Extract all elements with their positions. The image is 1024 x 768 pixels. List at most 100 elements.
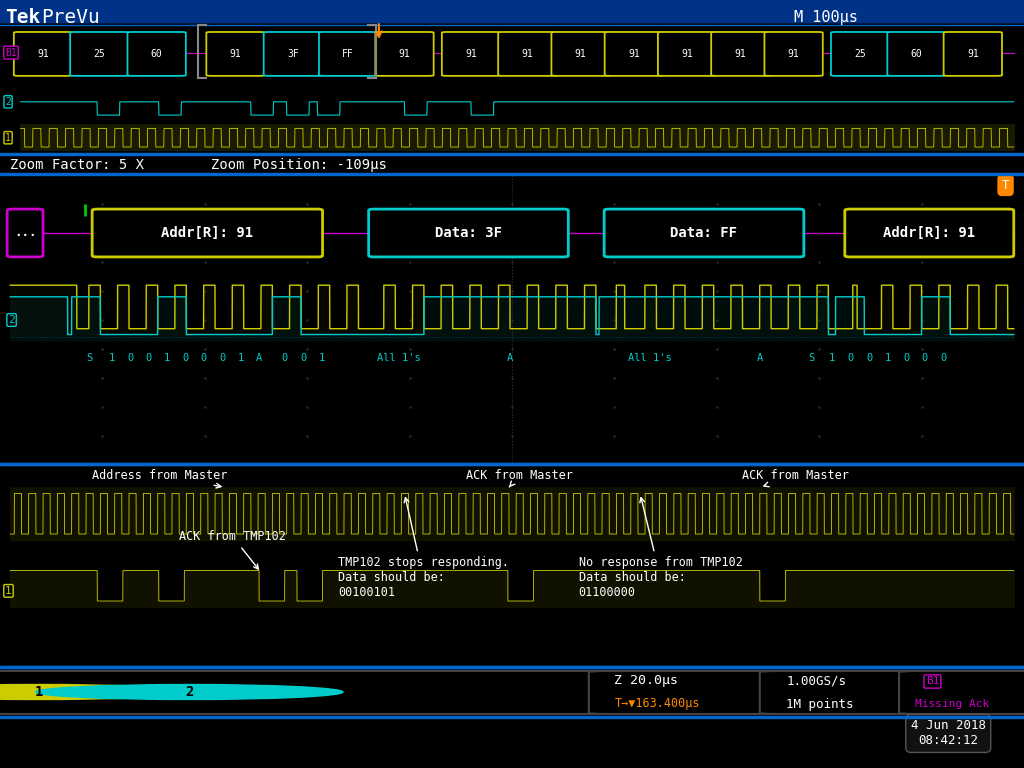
Text: T→▼163.400µs: T→▼163.400µs [614, 697, 699, 710]
FancyBboxPatch shape [0, 671, 614, 714]
FancyBboxPatch shape [887, 32, 946, 76]
Text: 91: 91 [574, 49, 587, 59]
Text: 1M points: 1M points [786, 698, 854, 711]
Text: 1: 1 [164, 353, 170, 362]
Text: All 1's: All 1's [629, 353, 672, 362]
FancyBboxPatch shape [845, 209, 1014, 257]
Text: ACK from Master: ACK from Master [466, 469, 572, 487]
Text: 25: 25 [93, 49, 105, 59]
FancyBboxPatch shape [711, 32, 770, 76]
Text: 0: 0 [940, 353, 946, 362]
Text: ACK from TMP102: ACK from TMP102 [179, 530, 286, 569]
Text: Z 20.0µs: Z 20.0µs [614, 674, 678, 687]
Text: 0: 0 [182, 353, 188, 362]
Text: 1: 1 [238, 353, 244, 362]
FancyBboxPatch shape [14, 32, 72, 76]
FancyBboxPatch shape [442, 32, 500, 76]
FancyBboxPatch shape [899, 671, 1024, 714]
Text: 0: 0 [866, 353, 872, 362]
FancyBboxPatch shape [498, 32, 557, 76]
Text: ...: ... [14, 227, 36, 240]
FancyBboxPatch shape [207, 32, 264, 76]
Circle shape [0, 684, 193, 700]
FancyBboxPatch shape [604, 209, 804, 257]
Text: 0: 0 [127, 353, 133, 362]
FancyBboxPatch shape [263, 32, 322, 76]
FancyBboxPatch shape [127, 32, 186, 76]
Text: 91: 91 [37, 49, 49, 59]
FancyBboxPatch shape [7, 209, 43, 257]
Text: B1: B1 [5, 48, 16, 58]
Text: 1: 1 [5, 133, 11, 143]
Text: 25: 25 [854, 49, 866, 59]
Text: 60: 60 [151, 49, 163, 59]
FancyBboxPatch shape [551, 32, 610, 76]
Text: All 1's: All 1's [378, 353, 421, 362]
Text: 91: 91 [787, 49, 800, 59]
Text: 91: 91 [681, 49, 693, 59]
FancyBboxPatch shape [92, 209, 323, 257]
Circle shape [36, 684, 343, 700]
Text: 0: 0 [848, 353, 854, 362]
Text: Tek: Tek [5, 8, 40, 27]
Text: 1: 1 [318, 353, 325, 362]
FancyBboxPatch shape [831, 32, 889, 76]
Text: 3F: 3F [287, 49, 299, 59]
Text: 91: 91 [628, 49, 640, 59]
Text: 1: 1 [828, 353, 835, 362]
FancyBboxPatch shape [760, 671, 929, 714]
Text: 0: 0 [922, 353, 928, 362]
Text: Data: FF: Data: FF [671, 226, 737, 240]
Text: 91: 91 [967, 49, 979, 59]
FancyBboxPatch shape [589, 671, 788, 714]
Text: A: A [507, 353, 513, 362]
Text: 60: 60 [910, 49, 923, 59]
Text: 1: 1 [35, 685, 43, 699]
Text: 4 Jun 2018
08:42:12: 4 Jun 2018 08:42:12 [910, 720, 986, 747]
Text: 1: 1 [5, 586, 12, 596]
Text: 1.00GS/s: 1.00GS/s [786, 675, 847, 688]
Text: 91: 91 [398, 49, 411, 59]
Text: A: A [256, 353, 262, 362]
FancyBboxPatch shape [604, 32, 664, 76]
FancyBboxPatch shape [764, 32, 823, 76]
Text: 91: 91 [465, 49, 477, 59]
Text: No response from TMP102
Data should be:
01100000: No response from TMP102 Data should be: … [579, 498, 742, 599]
Text: M 100µs: M 100µs [794, 10, 857, 25]
Text: ACK from Master: ACK from Master [742, 469, 849, 487]
Text: Addr[R]: 91: Addr[R]: 91 [162, 226, 253, 240]
Text: 91: 91 [734, 49, 746, 59]
FancyBboxPatch shape [944, 32, 1001, 76]
FancyBboxPatch shape [658, 32, 717, 76]
Text: 1: 1 [109, 353, 115, 362]
Text: Address from Master: Address from Master [92, 469, 227, 488]
Text: B1: B1 [8, 228, 22, 238]
Text: Zoom Factor: 5 X        Zoom Position: -109µs: Zoom Factor: 5 X Zoom Position: -109µs [10, 158, 387, 172]
Text: FF: FF [342, 49, 354, 59]
Text: S: S [808, 353, 814, 362]
Text: A: A [757, 353, 763, 362]
Text: T: T [1001, 179, 1010, 192]
Text: 2: 2 [5, 97, 11, 107]
FancyBboxPatch shape [369, 209, 568, 257]
FancyBboxPatch shape [319, 32, 377, 76]
Text: 2.00 V Ω: 2.00 V Ω [77, 685, 143, 699]
FancyBboxPatch shape [375, 32, 434, 76]
Text: B1: B1 [926, 677, 939, 687]
Text: PreVu: PreVu [41, 8, 99, 27]
Text: 0: 0 [219, 353, 225, 362]
Text: Data: 3F: Data: 3F [435, 226, 502, 240]
Text: 91: 91 [521, 49, 534, 59]
Text: 0: 0 [145, 353, 152, 362]
Text: 91: 91 [229, 49, 242, 59]
Text: 0: 0 [282, 353, 288, 362]
Text: Addr[R]: 91: Addr[R]: 91 [884, 226, 975, 240]
Text: 2.00 V Ω: 2.00 V Ω [230, 685, 297, 699]
Text: 0: 0 [300, 353, 306, 362]
FancyBboxPatch shape [70, 32, 129, 76]
Text: 0: 0 [201, 353, 207, 362]
Text: S: S [86, 353, 92, 362]
Text: 0: 0 [903, 353, 909, 362]
Text: Missing Ack: Missing Ack [915, 699, 989, 709]
Text: 1: 1 [885, 353, 891, 362]
